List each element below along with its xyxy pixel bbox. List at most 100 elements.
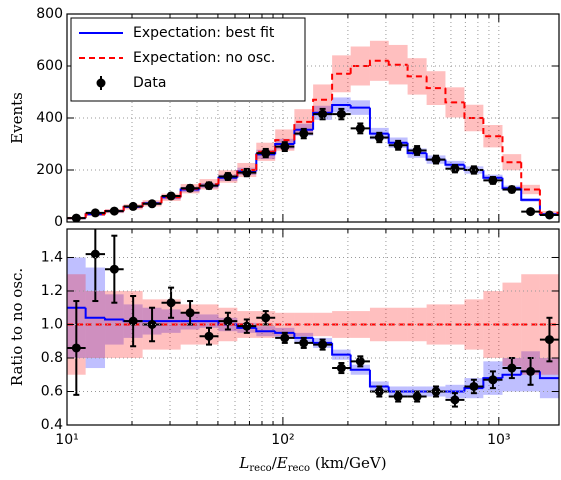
step-line: [444, 159, 465, 166]
x-tick-label: 10³: [487, 432, 510, 448]
data-point: [355, 123, 365, 133]
data-point: [450, 164, 460, 174]
step-line: [122, 205, 143, 212]
data-point: [280, 142, 290, 152]
uncertainty-band: [407, 307, 427, 342]
step-line: [368, 107, 389, 135]
step-line: [444, 88, 465, 104]
data-point: [280, 333, 290, 343]
step-line: [368, 369, 389, 388]
data-point: [299, 129, 309, 139]
y-tick-label: 0.4: [41, 417, 63, 433]
step-line: [331, 72, 351, 100]
data-point: [507, 185, 517, 194]
data-point: [109, 206, 119, 216]
data-point: [507, 363, 517, 373]
x-label-part: reco: [288, 463, 310, 474]
y-axis-label: Events: [8, 92, 26, 144]
data-point: [526, 366, 536, 376]
data-point: [261, 148, 271, 158]
data-point: [488, 175, 498, 185]
data-point: [204, 331, 214, 341]
uncertainty-band: [332, 311, 351, 338]
x-tick-label: 10²: [271, 432, 294, 448]
data-point: [185, 183, 195, 193]
axes-frame: [66, 228, 560, 426]
step-line: [501, 136, 522, 164]
y-axis-label: Ratio to no osc.: [8, 268, 26, 386]
x-label-part: (km/GeV): [310, 454, 387, 472]
data-point: [166, 191, 176, 201]
data-point: [393, 392, 403, 402]
step-line: [331, 342, 351, 356]
step-line: [274, 331, 295, 334]
x-tick-label: 10¹: [55, 432, 78, 448]
data-point: [450, 395, 460, 405]
step-line: [538, 189, 559, 214]
uncertainty-band: [313, 312, 333, 337]
step-line: [406, 64, 427, 78]
data-point: [526, 207, 536, 217]
uncertainty-band: [464, 299, 484, 350]
step-line: [104, 317, 124, 321]
step-line: [274, 139, 295, 152]
data-point: [90, 208, 100, 218]
data-point: [336, 363, 346, 373]
data-point: [147, 199, 157, 209]
x-label-part: E: [276, 454, 288, 472]
legend-swatch: [96, 78, 106, 88]
uncertainty-band: [350, 311, 370, 338]
step-line: [501, 373, 522, 379]
data-point: [318, 109, 328, 119]
step-line: [312, 98, 333, 122]
y-tick-label: 1.0: [41, 316, 63, 332]
y-tick-label: 800: [36, 6, 63, 22]
legend-label: Data: [133, 75, 166, 91]
x-label-part: /: [272, 454, 278, 472]
step-line: [331, 104, 351, 113]
y-tick-label: 0.8: [41, 350, 63, 366]
uncertainty-band: [294, 109, 314, 135]
uncertainty-band: [521, 274, 540, 375]
data-point: [318, 340, 328, 350]
data-point: [242, 321, 252, 331]
uncertainty-band: [388, 307, 408, 342]
step-line: [520, 188, 540, 201]
step-line: [482, 118, 503, 138]
step-line: [538, 371, 559, 380]
y-tick-label: 200: [36, 162, 63, 178]
data-point: [128, 316, 138, 326]
y-tick-label: 400: [36, 110, 63, 126]
data-point: [431, 155, 441, 165]
data-point: [393, 140, 403, 150]
plot-area: [67, 14, 559, 222]
data-point: [242, 168, 252, 178]
step-line: [293, 332, 314, 339]
uncertainty-band: [483, 290, 503, 358]
step-line: [236, 169, 257, 177]
step-line: [387, 60, 408, 66]
data-point: [223, 316, 233, 326]
data-point: [185, 308, 195, 318]
data-point: [544, 210, 554, 220]
data-point: [166, 298, 176, 308]
step-line: [84, 213, 106, 219]
uncertainty-band: [105, 290, 124, 358]
uncertainty-band: [199, 304, 219, 345]
step-line: [160, 196, 181, 204]
data-point: [412, 392, 422, 402]
data-point: [469, 381, 479, 391]
data-point: [90, 249, 100, 259]
step-line: [84, 307, 106, 319]
x-label-part: reco: [249, 463, 271, 474]
x-axis-label: Lreco/Ereco (km/GeV): [238, 454, 386, 474]
data-point: [109, 264, 119, 274]
step-line: [349, 354, 370, 371]
data-point: [544, 335, 554, 345]
legend-label: Expectation: no osc.: [133, 50, 275, 66]
y-tick-label: 1.4: [41, 249, 63, 265]
x-label-part: L: [238, 454, 249, 472]
legend-box: [70, 17, 306, 102]
data-point: [299, 338, 309, 348]
